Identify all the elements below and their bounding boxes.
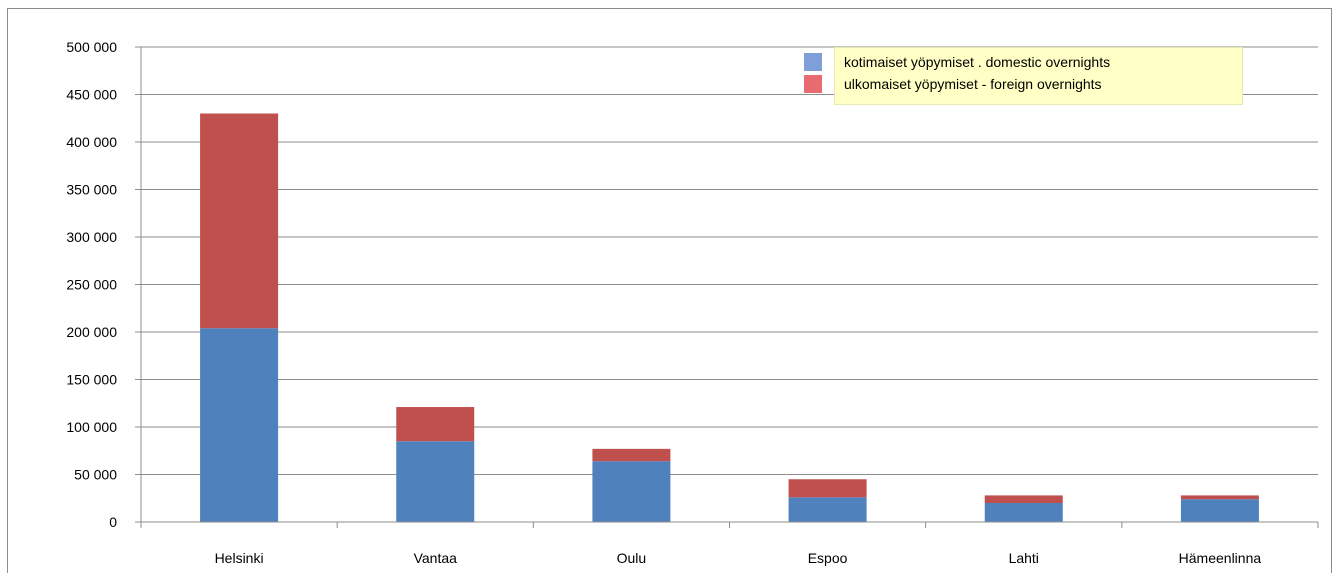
gridlines (141, 46, 1318, 475)
category-label: Hämeenlinna (1179, 550, 1262, 566)
chart-frame (7, 8, 1332, 573)
y-tick-label: 200 000 (66, 324, 117, 340)
legend-item-foreign: ulkomaiset yöpymiset - foreign overnight… (798, 75, 1243, 95)
y-tick-label: 400 000 (66, 134, 117, 150)
y-tick-label: 500 000 (66, 39, 117, 55)
y-tick-labels: 0 50 000 100 000 150 000 200 000 250 000 300 0… (66, 39, 117, 530)
bar-lahti-foreign (984, 495, 1063, 503)
legend-item-domestic: kotimaiset yöpymiset . domestic overnigh… (798, 53, 1243, 73)
category-label: Vantaa (414, 550, 458, 566)
y-tick-label: 250 000 (66, 277, 117, 293)
category-label: Espoo (808, 550, 848, 566)
bar-vantaa-foreign (396, 407, 475, 442)
bar-vantaa-domestic (396, 441, 475, 522)
y-tick-label: 350 000 (66, 182, 117, 198)
category-labels: Helsinki Vantaa Oulu Espoo Lahti Hämeenlinna (215, 550, 1262, 566)
y-tick-label: 150 000 (66, 372, 117, 388)
bar-lahti-domestic (984, 503, 1063, 522)
legend-box (834, 47, 1243, 105)
bars (200, 113, 1259, 522)
bar-helsinki-domestic (200, 328, 279, 522)
axes (135, 46, 1319, 528)
bar-hämeenlinna-domestic (1180, 499, 1259, 522)
y-tick-label: 300 000 (66, 229, 117, 245)
y-tick-label: 0 (109, 514, 117, 530)
legend-swatch-domestic (804, 53, 822, 71)
y-tick-label: 100 000 (66, 419, 117, 435)
y-tick-label: 450 000 (66, 87, 117, 103)
bar-helsinki-foreign (200, 113, 279, 329)
category-label: Lahti (1009, 550, 1039, 566)
legend-swatch-foreign (804, 75, 822, 93)
legend-label-foreign: ulkomaiset yöpymiset - foreign overnight… (844, 76, 1102, 92)
bar-oulu-domestic (592, 461, 671, 522)
bar-oulu-foreign (592, 448, 671, 462)
bar-espoo-foreign (788, 479, 867, 498)
legend: kotimaiset yöpymiset . domestic overnigh… (798, 47, 1243, 105)
category-label: Helsinki (215, 550, 264, 566)
category-label: Oulu (617, 550, 647, 566)
y-tick-label: 50 000 (74, 467, 117, 483)
bar-hämeenlinna-foreign (1180, 495, 1259, 500)
legend-label-domestic: kotimaiset yöpymiset . domestic overnigh… (844, 54, 1111, 70)
bar-espoo-domestic (788, 497, 867, 522)
